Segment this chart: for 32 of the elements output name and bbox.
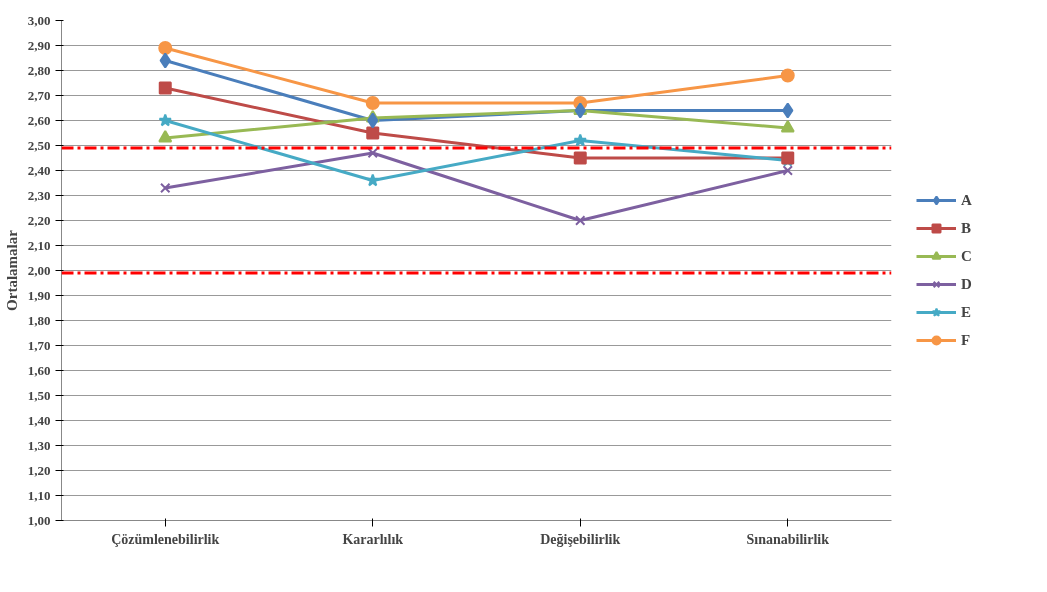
y-tick-label: 2,80	[27, 62, 51, 78]
legend-label: D	[961, 275, 973, 293]
x-tick-label: Değişebilirlik	[540, 531, 621, 547]
legend-label: C	[961, 247, 973, 265]
y-tick-label: 3,00	[27, 12, 51, 28]
y-tick-label: 2,40	[27, 162, 51, 178]
y-tick-label: 2,70	[27, 87, 51, 103]
legend-label: B	[961, 219, 972, 237]
y-tick-label: 2,10	[27, 237, 51, 253]
y-tick-label: 2,20	[27, 212, 51, 228]
x-tick-label: Çözümlenebilirlik	[111, 531, 220, 547]
y-tick-label: 2,90	[27, 37, 51, 53]
y-tick-label: 1,70	[27, 337, 51, 353]
y-tick-label: 1,30	[27, 437, 51, 453]
y-tick-label: 2,00	[27, 262, 51, 278]
y-axis-title: Ortalamalar	[3, 229, 20, 311]
legend-label: E	[961, 303, 972, 321]
legend-label: A	[961, 191, 973, 209]
y-tick-label: 2,30	[27, 187, 51, 203]
legend-label: F	[961, 331, 972, 349]
y-tick-label: 1,00	[27, 512, 51, 528]
y-tick-label: 1,90	[27, 287, 51, 303]
y-tick-label: 1,10	[27, 487, 51, 503]
y-tick-label: 1,60	[27, 362, 51, 378]
y-tick-label: 1,80	[27, 312, 51, 328]
y-tick-label: 2,60	[27, 112, 51, 128]
y-tick-label: 2,50	[27, 137, 51, 153]
x-tick-label: Sınanabilirlik	[746, 531, 830, 547]
x-tick-label: Kararlılık	[342, 531, 404, 547]
y-tick-label: 1,20	[27, 462, 51, 478]
y-tick-label: 1,50	[27, 387, 51, 403]
y-tick-label: 1,40	[27, 412, 51, 428]
